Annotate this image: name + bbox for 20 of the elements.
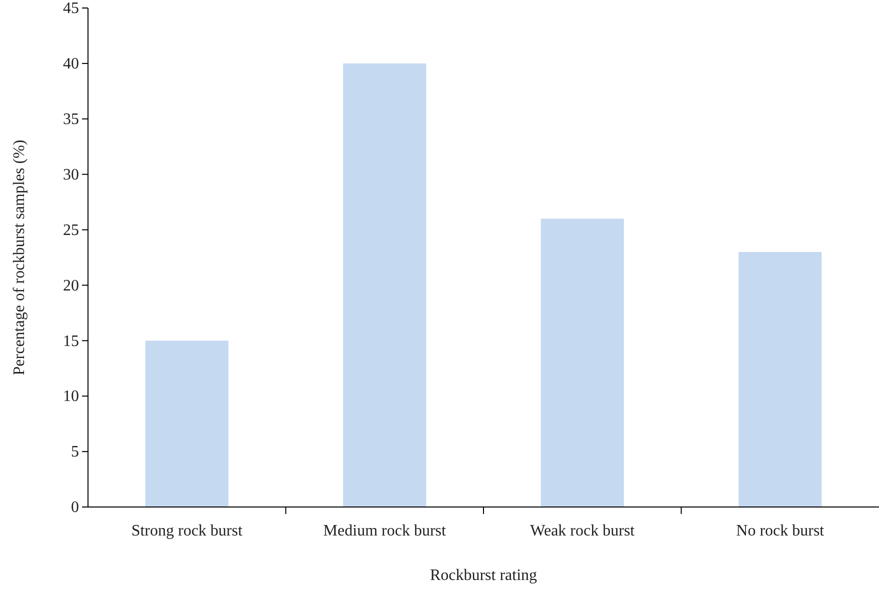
- y-tick-label: 45: [63, 0, 79, 18]
- y-tick-label: 30: [63, 166, 79, 184]
- x-axis-title: Rockburst rating: [430, 567, 538, 584]
- bar: [145, 340, 228, 507]
- y-tick-label: 10: [63, 388, 79, 406]
- x-tick-label: Weak rock burst: [530, 522, 636, 540]
- y-tick-label: 40: [63, 56, 79, 73]
- x-tick-label: Strong rock burst: [131, 522, 243, 540]
- y-tick-label: 35: [63, 111, 79, 128]
- bar: [540, 218, 624, 507]
- y-tick-label: 20: [63, 277, 79, 294]
- bar: [738, 252, 822, 507]
- y-tick-label: 25: [63, 222, 79, 239]
- y-axis-title: Percentage of rockburst samples (%): [11, 140, 28, 376]
- y-tick-label: 5: [71, 444, 79, 461]
- x-tick-label: No rock burst: [736, 522, 825, 540]
- bar: [343, 63, 426, 507]
- x-tick-label: Medium rock burst: [323, 522, 446, 540]
- y-tick-label: 15: [63, 332, 79, 350]
- y-tick-label: 0: [71, 499, 79, 516]
